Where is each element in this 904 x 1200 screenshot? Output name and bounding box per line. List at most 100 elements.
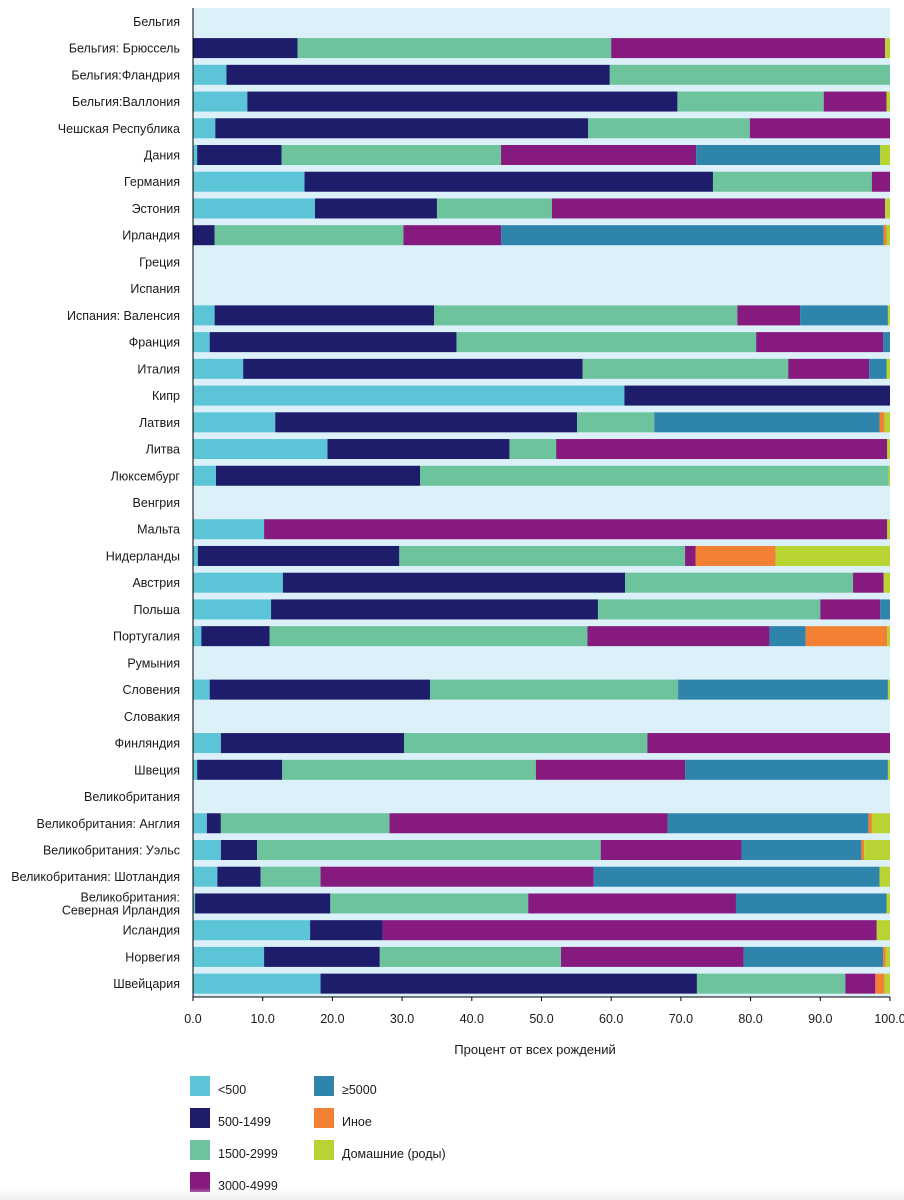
bar-segment-c3000_4999: [788, 358, 870, 379]
category-label: Германия: [124, 175, 180, 189]
bar-segment-home: [883, 572, 890, 593]
bar-segment-home: [887, 679, 890, 700]
category-label: Испания: [130, 282, 180, 296]
bar-segment-gte5000: [743, 946, 884, 967]
category-label: Бельгия:Фландрия: [71, 68, 180, 82]
bar-segment-c1500_2999: [257, 839, 601, 860]
category-label: Литва: [146, 443, 180, 457]
bar-segment-c500_1499: [195, 893, 331, 914]
category-label: Бельгия: Брюссель: [69, 42, 180, 56]
bar-segment-c500_1499: [264, 946, 380, 967]
category-label: Испания: Валенсия: [67, 309, 180, 323]
category-label: Латвия: [139, 416, 180, 430]
bar-segment-home: [871, 813, 890, 834]
x-tick-label: 80.0: [738, 1012, 762, 1026]
legend-swatch-gte5000: [314, 1076, 334, 1096]
bar-segment-lt500: [193, 839, 221, 860]
category-label: Мальта: [137, 523, 180, 537]
bar-segment-c500_1499: [215, 118, 589, 139]
bar-segment-lt500: [193, 572, 283, 593]
bar-segment-c3000_4999: [611, 38, 886, 59]
bar-segment-gte5000: [593, 866, 880, 887]
bar-segment-c500_1499: [201, 626, 270, 647]
bar-segment-c500_1499: [197, 545, 400, 566]
bar-segment-c3000_4999: [389, 813, 668, 834]
bar-segment-home: [886, 91, 890, 112]
category-label: Великобритания: Северная Ирландия: [62, 890, 180, 917]
bar-segment-c500_1499: [209, 332, 457, 353]
legend-swatch-home: [314, 1140, 334, 1160]
category-label: Исландия: [123, 924, 180, 938]
legend-label-gte5000: ≥5000: [342, 1083, 377, 1097]
bar-segment-c1500_2999: [582, 358, 789, 379]
legend-item-other: Иное: [314, 1108, 372, 1129]
bar-segment-gte5000: [880, 599, 890, 620]
bar-segment-home: [775, 545, 890, 566]
bar-segment-home: [886, 225, 890, 246]
bar-segment-lt500: [193, 599, 272, 620]
category-label: Финляндия: [115, 737, 180, 751]
category-label: Швеция: [134, 763, 180, 777]
bar-segment-c500_1499: [193, 225, 215, 246]
bar-segment-home: [879, 866, 890, 887]
legend-label-lt500: <500: [218, 1083, 247, 1097]
bar-segment-other: [805, 626, 888, 647]
bar-segment-c3000_4999: [749, 118, 890, 139]
bar-segment-c3000_4999: [382, 920, 877, 941]
category-label: Бельгия: [133, 15, 180, 29]
category-label: Польша: [134, 603, 180, 617]
bar-segment-home: [885, 198, 890, 219]
bar-segment-c3000_4999: [501, 145, 697, 166]
stacked-bar-chart: Бельгия Бельгия: Брюссель Бельгия:Фландрия…: [11, 8, 904, 1026]
bar-segment-c1500_2999: [330, 893, 529, 914]
bar-segment-c500_1499: [624, 385, 890, 406]
category-label: Великобритания: [84, 790, 180, 804]
bar-segment-home: [887, 626, 890, 647]
category-label: Бельгия:Валлония: [72, 95, 180, 109]
bar-segment-c3000_4999: [264, 519, 888, 540]
bar-segment-gte5000: [667, 813, 869, 834]
bar-segment-c1500_2999: [379, 946, 562, 967]
bar-segment-c1500_2999: [220, 813, 390, 834]
category-label: Словакия: [124, 710, 180, 724]
legend-label-other: Иное: [342, 1115, 372, 1129]
bar-segment-home: [886, 893, 890, 914]
bar-segment-c1500_2999: [429, 679, 679, 700]
bar-segment-c3000_4999: [587, 626, 770, 647]
legend-label-500-1499: 500-1499: [218, 1115, 271, 1129]
legend-item-lt500: <500: [190, 1076, 246, 1097]
bar-segment-lt500: [193, 332, 210, 353]
bottom-edge-shadow: [0, 1188, 904, 1200]
legend-swatch-3000-4999: [190, 1172, 210, 1192]
bar-segment-lt500: [193, 545, 198, 566]
bar-segment-c3000_4999: [820, 599, 881, 620]
bar-segment-home: [888, 465, 890, 486]
bar-segment-lt500: [193, 465, 216, 486]
bar-segment-c500_1499: [320, 973, 697, 994]
bar-segment-lt500: [193, 813, 207, 834]
bar-segment-c3000_4999: [737, 305, 801, 326]
category-label: Норвегия: [125, 950, 180, 964]
bar-segment-c500_1499: [193, 38, 298, 59]
bar-segment-c3000_4999: [551, 198, 886, 219]
bar-segment-other: [875, 973, 885, 994]
bar-segment-home: [887, 759, 890, 780]
x-axis-ticks: 0.0 10.0 20.0 30.0 40.0 50.0 60.0 70.0 80.0 90.0 1…: [184, 997, 904, 1026]
bar-segment-lt500: [193, 385, 625, 406]
bar-segment-c500_1499: [310, 920, 383, 941]
category-label: Ирландия: [122, 229, 180, 243]
bar-segment-lt500: [193, 64, 227, 85]
bar-segment-gte5000: [654, 412, 880, 433]
bar-segment-c500_1499: [197, 145, 282, 166]
category-label: Великобритания: Шотландия: [11, 870, 180, 884]
legend-item-500-1499: 500-1499: [190, 1108, 271, 1129]
bar-segment-gte5000: [741, 839, 862, 860]
category-labels: Бельгия Бельгия: Брюссель Бельгия:Фландрия…: [11, 15, 180, 991]
bar-segment-c1500_2999: [625, 572, 854, 593]
bar-segment-c1500_2999: [588, 118, 750, 139]
bar-segment-lt500: [193, 198, 315, 219]
bar-segment-lt500: [193, 920, 311, 941]
bar-segment-c1500_2999: [597, 599, 821, 620]
bar-segment-lt500: [193, 91, 248, 112]
bar-segment-c3000_4999: [561, 946, 744, 967]
